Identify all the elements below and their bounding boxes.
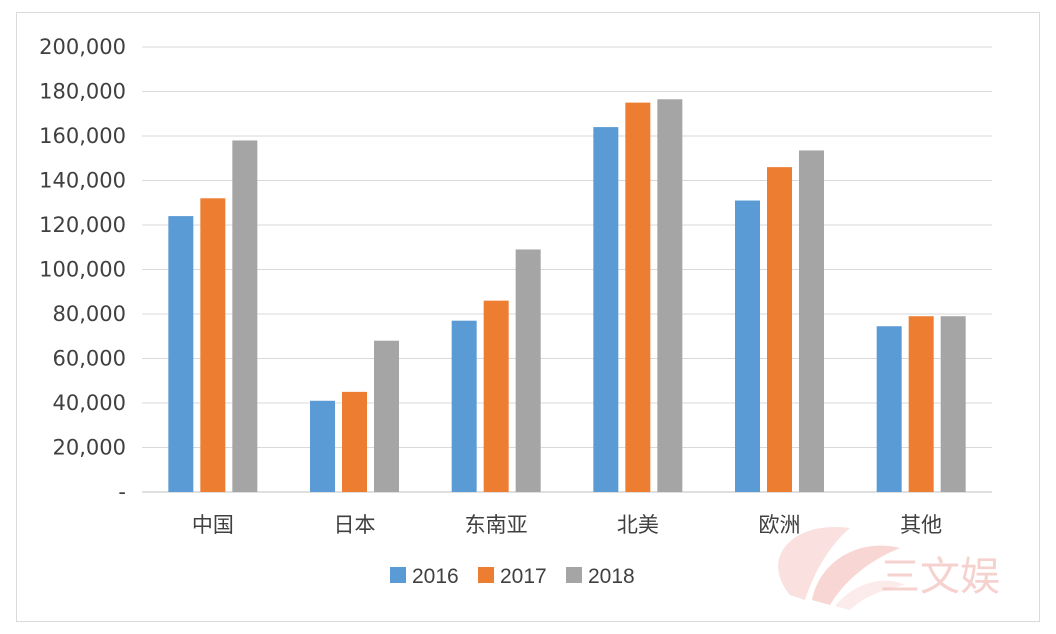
y-tick-label: 80,000: [53, 302, 126, 326]
x-tick-label: 其他: [900, 513, 942, 537]
bar: [168, 216, 194, 492]
y-tick-label: 100,000: [39, 258, 126, 282]
y-tick-label: 20,000: [53, 436, 126, 460]
bar: [876, 326, 902, 492]
bar: [799, 150, 824, 492]
y-tick-label: 140,000: [39, 169, 126, 193]
x-axis: 中国 日本 东南亚 北美 欧洲 其他: [192, 513, 942, 537]
bar: [483, 300, 509, 492]
bar: [625, 102, 651, 492]
bar: [232, 140, 258, 492]
legend-label: 2018: [588, 565, 635, 588]
y-tick-label: 160,000: [39, 124, 126, 148]
x-tick-label: 中国: [192, 513, 234, 537]
y-tick-label: 40,000: [53, 391, 126, 415]
legend-label: 2017: [500, 565, 547, 588]
legend-swatch: [478, 567, 494, 583]
bar: [374, 340, 399, 492]
watermark-text: 三文娱: [880, 554, 1000, 600]
y-axis: - 20,000 40,000 60,000 80,000 100,000 120,000 1…: [39, 35, 126, 504]
bar: [735, 200, 760, 492]
y-tick-label: 200,000: [39, 35, 126, 59]
y-tick-label: 180,000: [39, 80, 126, 104]
legend-swatch: [566, 567, 582, 583]
watermark: 三文娱: [778, 526, 1000, 610]
bar: [342, 391, 367, 492]
x-tick-label: 日本: [334, 513, 376, 537]
bar: [200, 198, 226, 493]
bars: [168, 99, 966, 493]
bar: [908, 316, 934, 492]
bar: [310, 400, 335, 492]
bar: [451, 320, 477, 492]
legend-swatch: [390, 567, 406, 583]
bar: [767, 167, 792, 492]
legend-label: 2016: [412, 565, 459, 588]
x-tick-label: 北美: [617, 513, 659, 537]
bar: [515, 249, 541, 492]
gridlines: [142, 46, 992, 493]
legend: 2016 2017 2018: [390, 565, 635, 588]
bar: [657, 99, 683, 492]
y-tick-label: -: [118, 480, 126, 504]
x-tick-label: 欧洲: [759, 513, 801, 537]
y-tick-label: 120,000: [39, 213, 126, 237]
bar: [593, 127, 619, 492]
watermark-logo-icon: [778, 526, 905, 610]
bar: [940, 316, 966, 492]
x-tick-label: 东南亚: [465, 513, 528, 537]
y-tick-label: 60,000: [53, 347, 126, 371]
